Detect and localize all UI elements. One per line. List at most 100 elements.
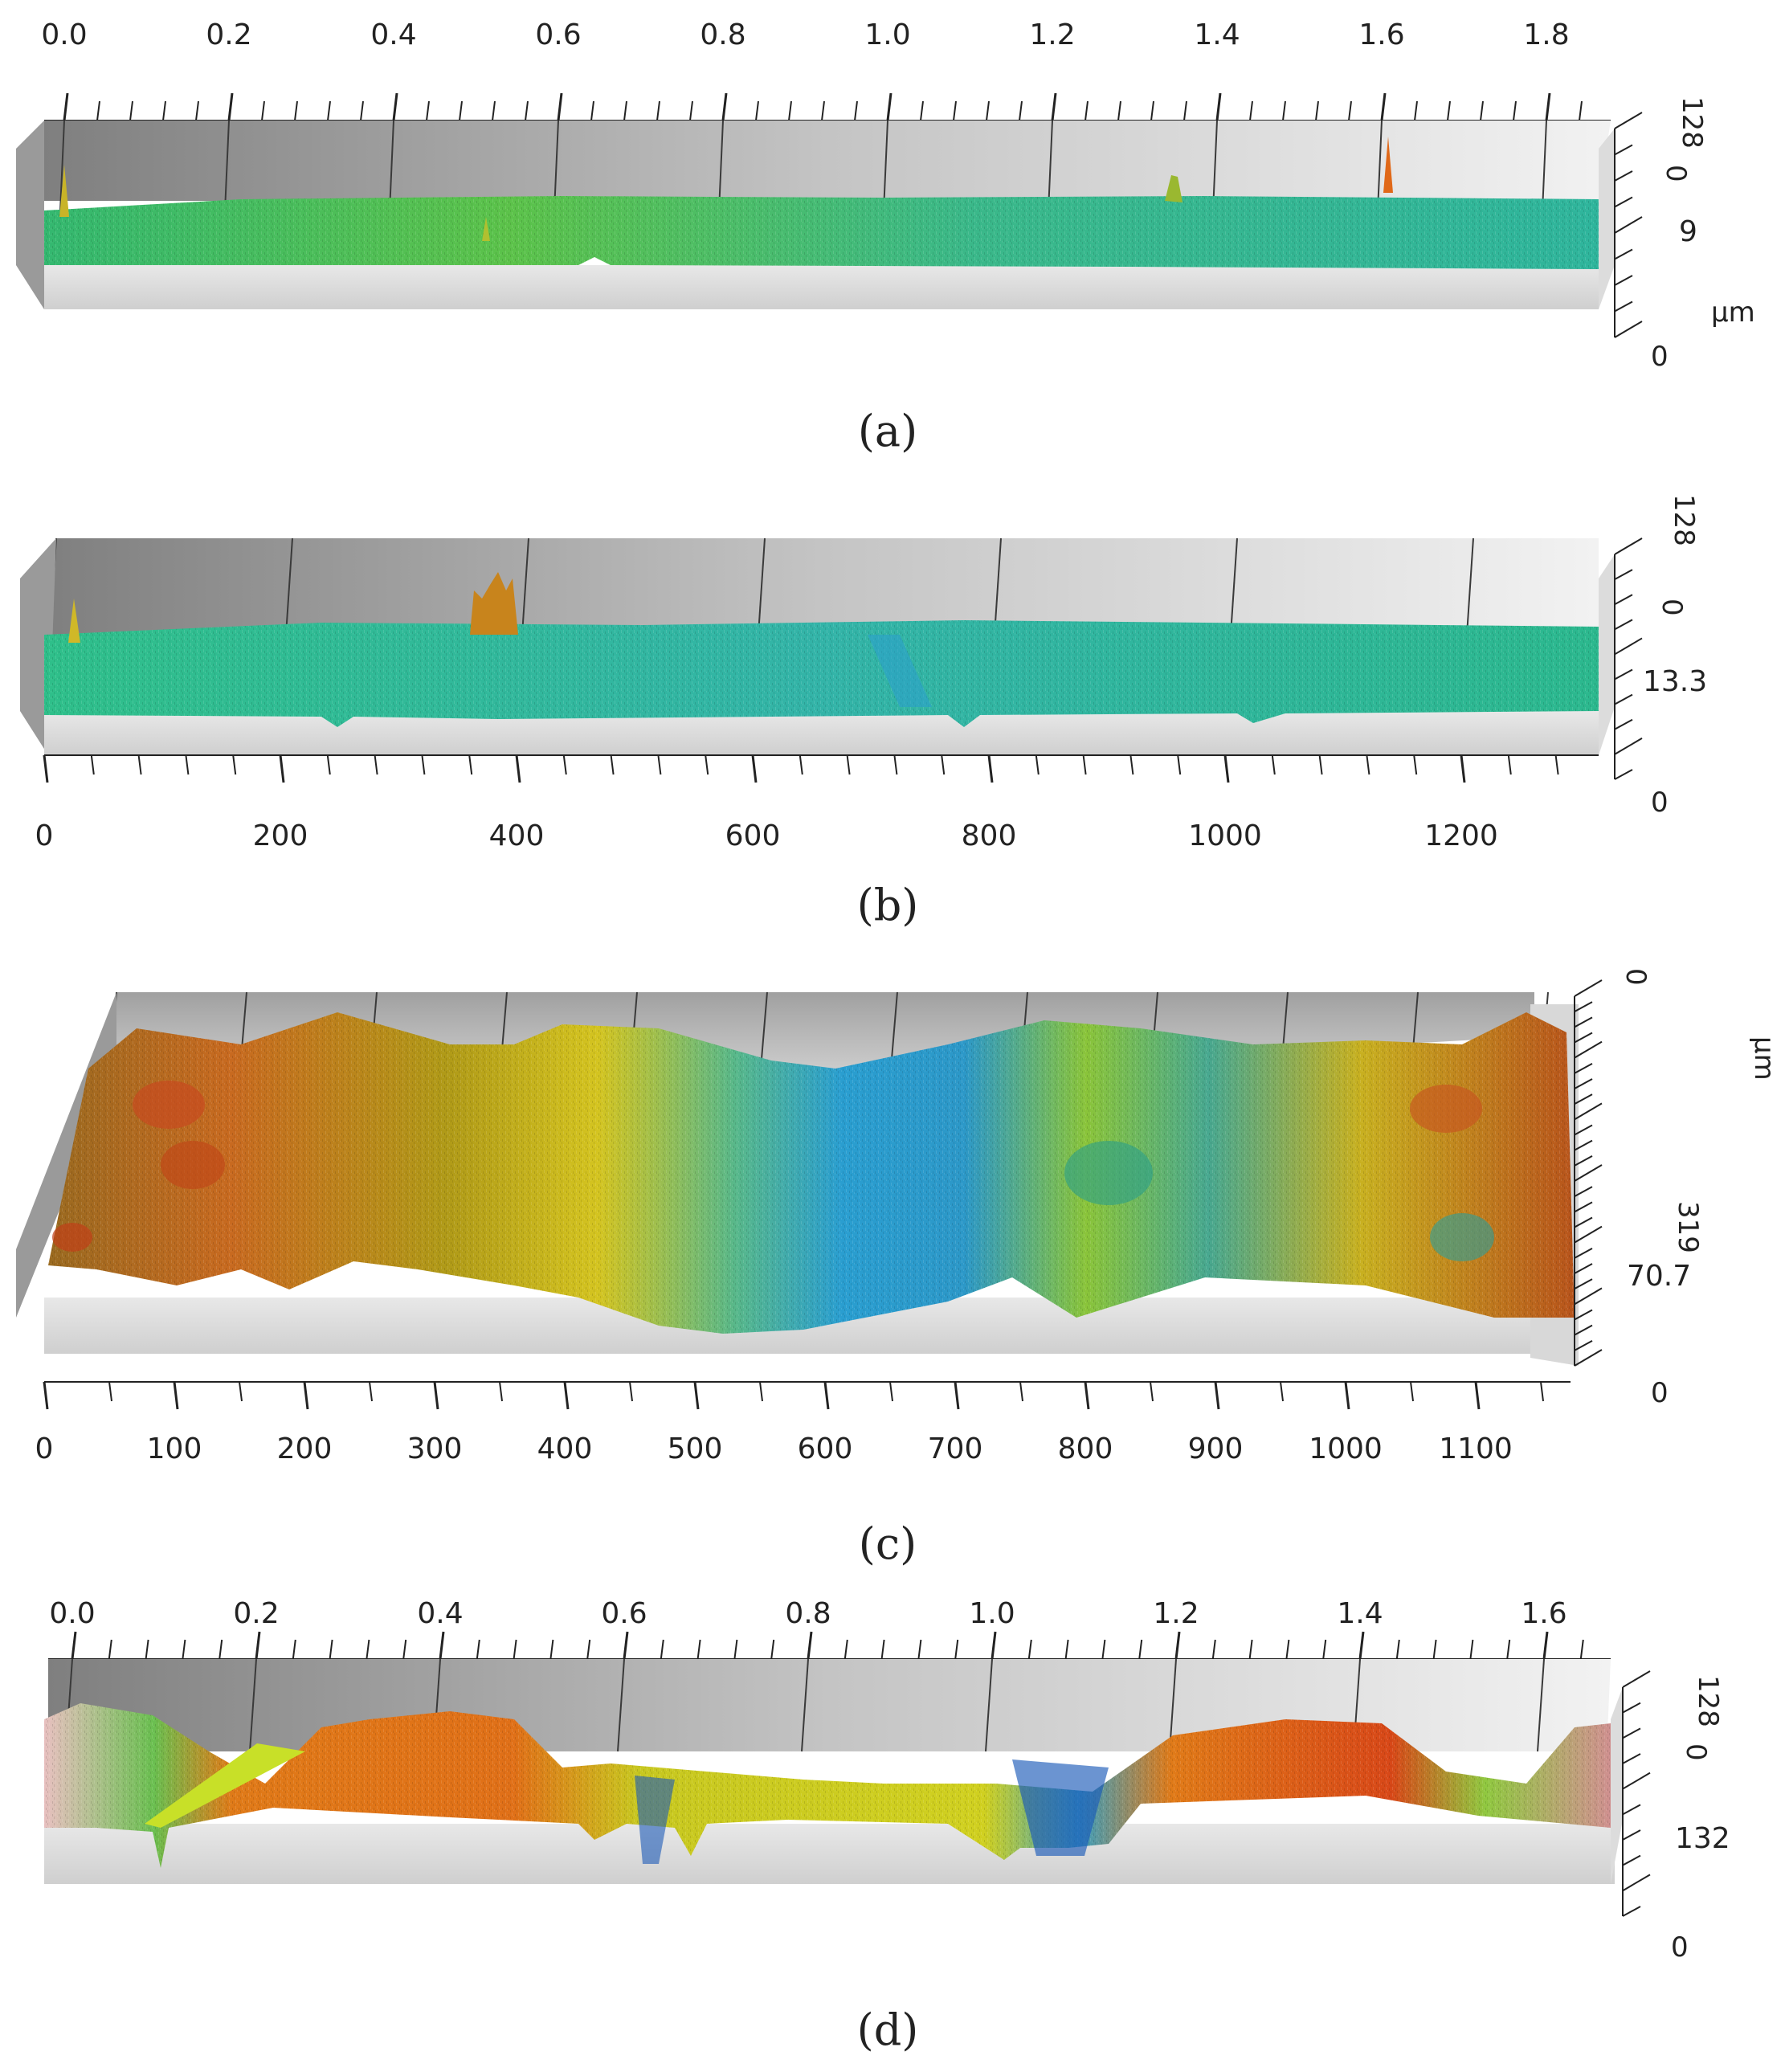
scale-label: 200 [253,819,308,852]
scale-tick [90,754,95,775]
scale-tick [1214,1381,1220,1410]
scale-tick [886,92,892,121]
scale-tick [369,1381,373,1402]
back-wall-gridline [617,1658,625,1752]
z-tick [1622,1772,1651,1790]
scale-tick [629,1381,633,1402]
z-tick [1574,1186,1593,1198]
scale-label: 600 [725,819,781,852]
scale-tick [821,100,825,121]
scale-tick [954,1639,959,1660]
panel-b-floor [44,711,1599,755]
scale-tick [1480,100,1484,121]
z-tick [1614,769,1633,780]
scale-tick [689,100,693,121]
scale-label: 800 [962,819,1017,852]
scale-tick [1064,1639,1069,1660]
z-tick [1622,1804,1641,1816]
scale-tick [43,1381,49,1410]
z-tick [1574,1339,1593,1351]
scale-tick [162,100,166,121]
back-wall-gridline [890,991,898,1069]
panel-c-z-min-label: 0 [1651,1377,1669,1409]
panel-b-z-scale: 128 0 13.3 0 [1614,494,1707,819]
scale-tick [327,100,331,121]
panel-a-z-zero-label: 0 [1660,165,1692,182]
z-tick [1614,300,1633,313]
z-tick [1574,1040,1603,1059]
panel-b-depression [868,635,932,707]
scale-label: 1000 [1188,819,1262,852]
scale-label: 100 [147,1432,202,1465]
scale-tick [1249,100,1253,121]
scale-tick [1051,92,1057,121]
z-tick [1614,594,1633,606]
scale-tick [770,1639,775,1660]
scale-tick [1380,92,1387,121]
panel-a-side-wall [16,121,44,309]
scale-label: 800 [1058,1432,1113,1465]
scale-tick [492,100,496,121]
scale-tick [1540,1381,1544,1402]
scale-tick [755,100,759,121]
panel-a-x-scale: 0.0 0.2 0.4 0.6 0.8 1.0 1.2 1.4 1.6 1.8 [41,18,1611,121]
panel-b-spike [68,599,80,643]
panel-d-blue-pit [635,1776,675,1864]
z-tick [1574,1309,1593,1321]
z-tick [1574,1278,1593,1290]
scale-label: 0 [35,819,54,852]
scale-tick [145,1639,149,1660]
panel-d-floor [44,1824,1615,1884]
z-tick [1574,1225,1603,1244]
scale-tick [660,1639,664,1660]
scale-label: 400 [489,819,545,852]
z-tick [1614,668,1633,680]
z-tick [1614,144,1633,156]
z-tick [1614,718,1633,730]
panel-c-z-ticks [1574,979,1603,1367]
panel-c-surface-texture [48,1012,1575,1334]
scale-label: 1.6 [1521,1597,1566,1630]
back-wall-gridline [758,537,766,635]
scale-tick [1019,100,1023,121]
scale-tick [1545,92,1551,121]
scale-tick [1183,100,1187,121]
panel-b-z-ticks [1614,537,1643,780]
scale-tick [696,1639,701,1660]
panel-d-ticks [71,1631,1584,1660]
scale-tick [1248,1639,1253,1660]
z-tick [1574,1164,1603,1182]
scale-label: 1.4 [1194,18,1240,51]
back-wall-gridline [985,1658,993,1752]
z-tick [1614,738,1643,755]
z-tick [1614,216,1643,234]
panel-c-teal-patch [1064,1141,1153,1205]
scale-tick [173,1381,179,1410]
scale-label: 1.0 [864,18,910,51]
z-tick [1574,1216,1593,1228]
scale-label: 200 [277,1432,333,1465]
back-wall-gridline [1230,537,1238,635]
panel-c-z-scale: 0 µm 319 70.7 0 [1574,968,1780,1409]
scale-tick [610,754,615,775]
scale-tick [374,754,378,775]
panel-a-spike [482,217,490,241]
z-tick [1622,1753,1641,1764]
scale-tick [1174,1631,1181,1660]
z-tick [1574,1247,1593,1259]
scale-label: 0.6 [535,18,581,51]
scale-tick [392,92,398,121]
scale-label: 600 [798,1432,853,1465]
scale-tick [941,754,946,775]
z-tick [1614,619,1633,631]
z-tick [1574,1032,1593,1044]
scale-tick [1358,1631,1365,1660]
scale-tick [889,1381,893,1402]
z-tick [1614,569,1633,580]
scale-tick [1469,1639,1474,1660]
panel-c-caption: (c) [859,1518,917,1569]
z-tick [1574,1201,1593,1213]
scale-tick [1554,754,1559,775]
panel-d-yellow-ledge [145,1743,305,1828]
scale-tick [1138,1639,1143,1660]
